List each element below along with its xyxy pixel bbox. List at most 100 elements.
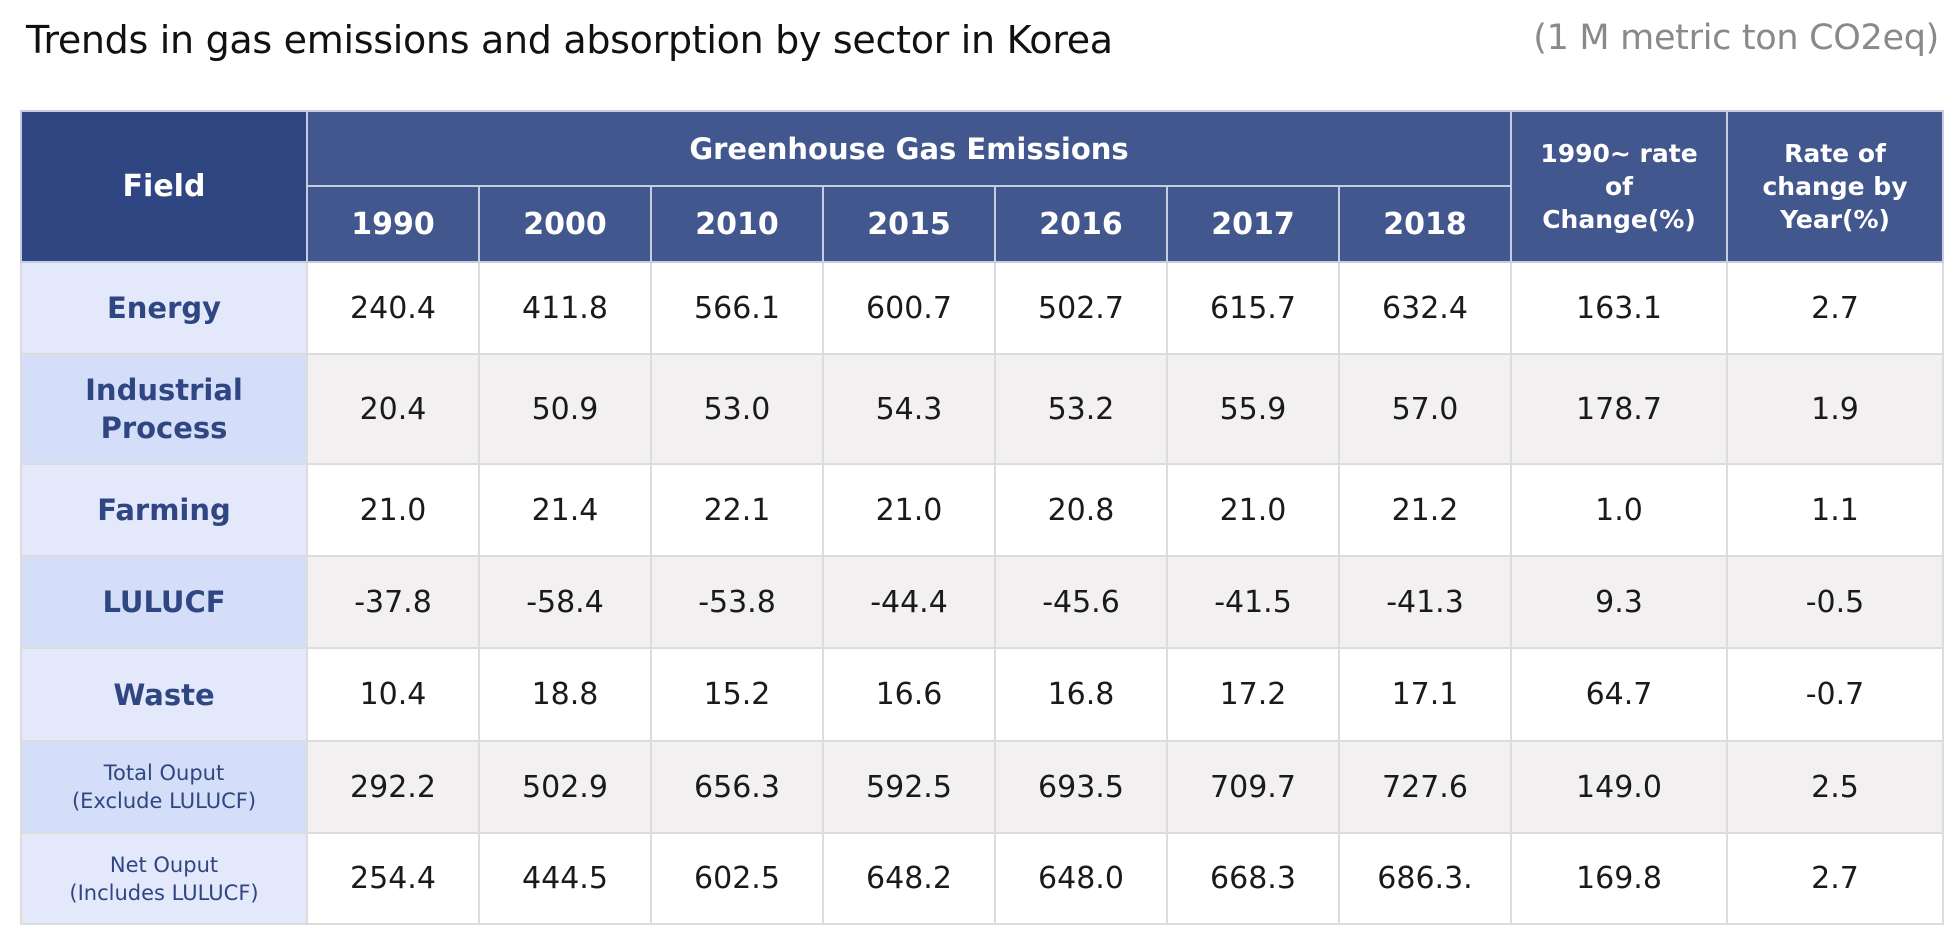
yearly-rate-cell: 2.7 [1726,832,1944,925]
row-field-label: Farming [20,463,308,557]
value-cell-2015: 592.5 [822,740,996,834]
value-cell-2017: 21.0 [1166,463,1340,557]
row-field-label: Industrial Process [20,353,308,465]
value-cell-2015: 16.6 [822,647,996,742]
year-header-1990: 1990 [306,185,480,263]
table-row: Waste 10.4 18.8 15.2 16.6 16.8 17.2 17.1 64.7 -0.… [20,647,1944,742]
field-label-line: (Exclude LULUCF) [71,789,257,813]
value-cell-2017: -41.5 [1166,555,1340,649]
rate-since-1990-cell: 1.0 [1510,463,1728,557]
rate-since-1990-cell: 149.0 [1510,740,1728,834]
table-row: Farming 21.0 21.4 22.1 21.0 20.8 21.0 21.2 1.0 1.… [20,463,1944,557]
yearly-rate-cell: -0.7 [1726,647,1944,742]
rate-since-1990-cell: 9.3 [1510,555,1728,649]
yearly-rate-cell: 2.5 [1726,740,1944,834]
page-title: Trends in gas emissions and absorption b… [26,18,1113,62]
row-field-label: LULUCF [20,555,308,649]
value-cell-2000: 21.4 [478,463,652,557]
value-cell-2015: 648.2 [822,832,996,925]
year-header-2010: 2010 [650,185,824,263]
value-cell-2010: 15.2 [650,647,824,742]
yearly-rate-cell: 2.7 [1726,261,1944,355]
value-cell-2018: -41.3 [1338,555,1512,649]
row-field-label: Waste [20,647,308,742]
value-cell-2015: 54.3 [822,353,996,465]
row-field-label: Total Ouput (Exclude LULUCF) [20,740,308,834]
value-cell-2015: 600.7 [822,261,996,355]
year-header-2016: 2016 [994,185,1168,263]
row-field-label: Energy [20,261,308,355]
field-label-line: Waste [113,677,215,712]
value-cell-1990: 21.0 [306,463,480,557]
field-label-line: Process [100,411,228,445]
emissions-group-header: Greenhouse Gas Emissions [306,110,1512,187]
value-cell-2010: 656.3 [650,740,824,834]
value-cell-2017: 615.7 [1166,261,1340,355]
yearly-rate-header: Rate of change by Year(%) [1726,110,1944,263]
emissions-table: Field Greenhouse Gas Emissions 1990~ rat… [20,110,1944,925]
value-cell-2017: 668.3 [1166,832,1340,925]
value-cell-2016: 20.8 [994,463,1168,557]
field-label-line: Farming [97,493,231,527]
value-cell-1990: 20.4 [306,353,480,465]
value-cell-2017: 55.9 [1166,353,1340,465]
value-cell-1990: 292.2 [306,740,480,834]
value-cell-1990: -37.8 [306,555,480,649]
year-header-2017: 2017 [1166,185,1340,263]
field-label-line: Industrial [85,373,243,407]
header-line: Year(%) [1780,205,1890,234]
table-header: Field Greenhouse Gas Emissions 1990~ rat… [20,110,1944,263]
rate-since-1990-cell: 163.1 [1510,261,1728,355]
value-cell-2000: 502.9 [478,740,652,834]
value-cell-2018: 57.0 [1338,353,1512,465]
field-label-line: (Includes LULUCF) [69,880,259,905]
value-cell-2016: 502.7 [994,261,1168,355]
value-cell-2017: 709.7 [1166,740,1340,834]
value-cell-2015: -44.4 [822,555,996,649]
yearly-rate-cell: -0.5 [1726,555,1944,649]
header-line: Rate of [1784,139,1886,168]
value-cell-2018: 17.1 [1338,647,1512,742]
value-cell-2018: 21.2 [1338,463,1512,557]
value-cell-1990: 240.4 [306,261,480,355]
field-label-line: Net Ouput [109,852,219,877]
unit-label: (1 M metric ton CO2eq) [1533,18,1939,58]
value-cell-2016: 16.8 [994,647,1168,742]
value-cell-2000: 444.5 [478,832,652,925]
header-line: Change(%) [1542,205,1696,234]
field-column-header: Field [20,110,308,263]
value-cell-2015: 21.0 [822,463,996,557]
rate-since-1990-cell: 178.7 [1510,353,1728,465]
year-header-2015: 2015 [822,185,996,263]
value-cell-2000: 411.8 [478,261,652,355]
value-cell-2010: 22.1 [650,463,824,557]
value-cell-1990: 254.4 [306,832,480,925]
value-cell-2000: 50.9 [478,353,652,465]
value-cell-2010: 53.0 [650,353,824,465]
yearly-rate-cell: 1.9 [1726,353,1944,465]
value-cell-2016: -45.6 [994,555,1168,649]
value-cell-2016: 648.0 [994,832,1168,925]
header-line: 1990~ rate [1540,139,1698,168]
field-label-line: LULUCF [102,585,226,619]
rate-since-1990-cell: 169.8 [1510,832,1728,925]
table-row: LULUCF -37.8 -58.4 -53.8 -44.4 -45.6 -41.5 -41.… [20,555,1944,649]
row-field-label: Net Ouput (Includes LULUCF) [20,832,308,925]
value-cell-2000: 18.8 [478,647,652,742]
value-cell-2000: -58.4 [478,555,652,649]
value-cell-2016: 693.5 [994,740,1168,834]
table-body: Energy 240.4 411.8 566.1 600.7 502.7 615.7 632.… [20,261,1944,925]
header-line: of [1604,172,1634,201]
rate-since-1990-cell: 64.7 [1510,647,1728,742]
value-cell-2016: 53.2 [994,353,1168,465]
year-header-2018: 2018 [1338,185,1512,263]
value-cell-2018: 632.4 [1338,261,1512,355]
field-label-line: Total Ouput [103,761,225,785]
year-header-row: 1990 2000 2010 2015 2016 2017 2018 [21,185,1943,263]
value-cell-2010: -53.8 [650,555,824,649]
value-cell-2018: 686.3. [1338,832,1512,925]
table-row: Energy 240.4 411.8 566.1 600.7 502.7 615.7 632.… [20,261,1944,355]
value-cell-1990: 10.4 [306,647,480,742]
rate-since-1990-header: 1990~ rate of Change(%) [1510,110,1728,263]
value-cell-2018: 727.6 [1338,740,1512,834]
